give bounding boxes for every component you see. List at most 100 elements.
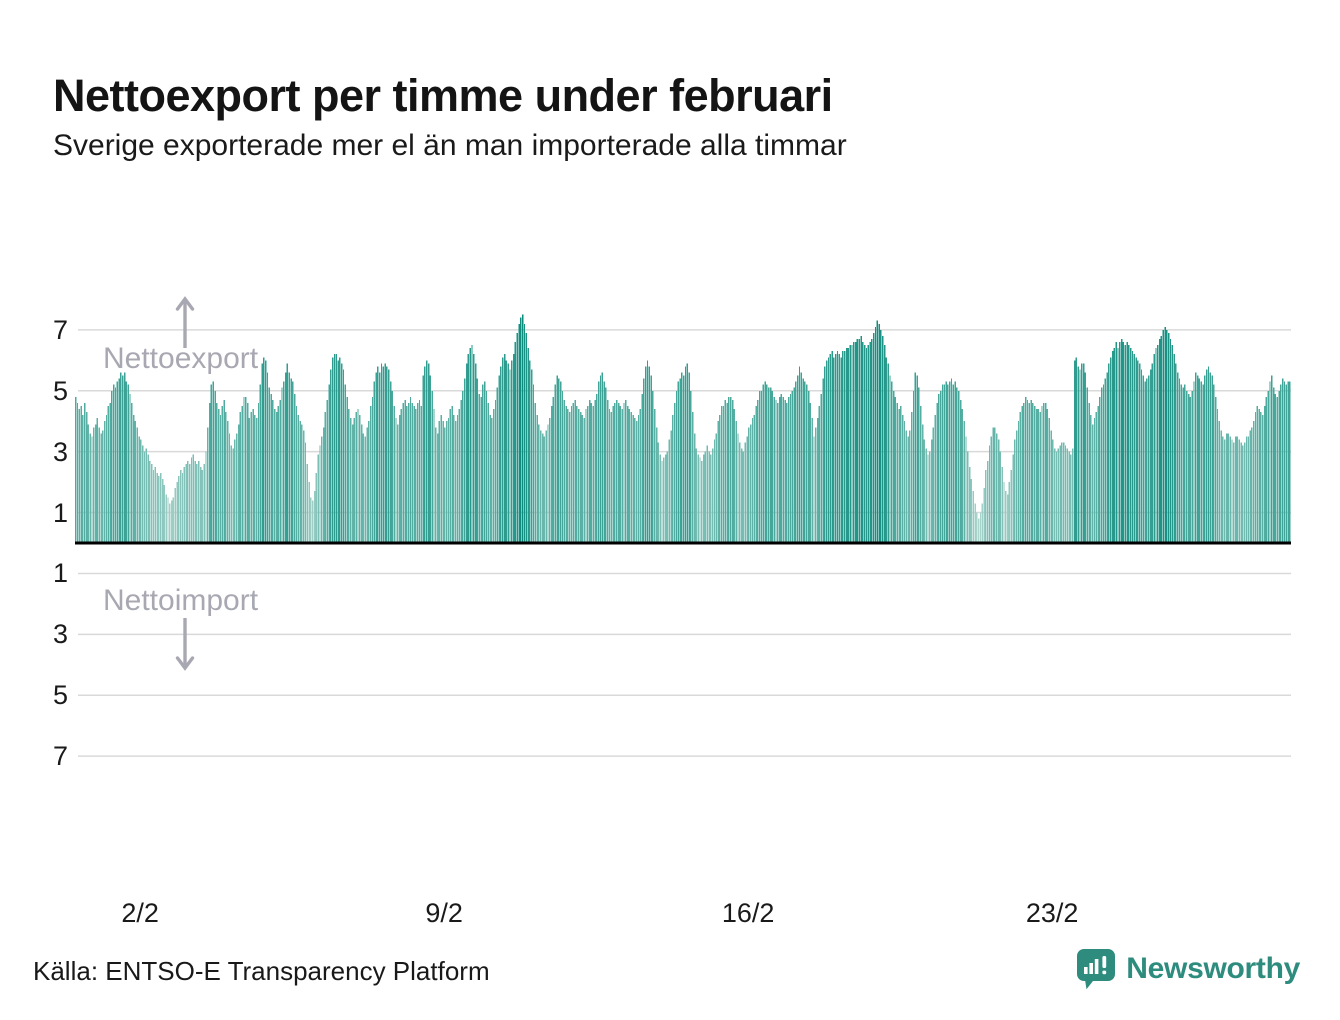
hour-bar [896, 402, 898, 543]
hour-bar [357, 409, 359, 543]
hour-bar [532, 384, 535, 543]
hour-bar [1139, 363, 1141, 543]
hour-bar [1249, 430, 1251, 543]
hour-bar [1205, 369, 1208, 543]
hour-bar [158, 476, 160, 543]
hour-bar [183, 466, 185, 544]
hour-bar [201, 469, 204, 543]
hour-bar [954, 381, 956, 543]
hour-bar [550, 405, 553, 543]
hour-bar [795, 381, 797, 543]
hour-bar [963, 421, 965, 543]
hour-bar [836, 351, 839, 543]
hour-bar [471, 345, 473, 543]
hour-bar [798, 366, 801, 543]
hour-bar [456, 415, 459, 543]
hour-bar [1090, 415, 1092, 543]
hour-bar [610, 412, 613, 543]
hour-bar [558, 378, 560, 543]
hour-bar [292, 381, 294, 543]
hour-bar [1073, 360, 1076, 543]
hour-bar [1213, 384, 1215, 543]
hour-bar [690, 390, 692, 543]
hour-bar [699, 457, 701, 543]
hour-bar [427, 363, 430, 543]
hour-bar [1263, 405, 1266, 543]
hour-bar [789, 393, 792, 543]
hour-bar [469, 348, 471, 543]
hour-bar [350, 418, 352, 543]
hour-bar [228, 433, 231, 543]
hour-bar [467, 354, 470, 543]
hour-bar [759, 390, 761, 543]
nettoimport-annotation: Nettoimport [103, 584, 259, 617]
hour-bar [880, 329, 882, 543]
hour-bar [299, 421, 301, 543]
hour-bar [1025, 396, 1027, 543]
hour-bar [194, 460, 196, 543]
hour-bar [970, 479, 973, 544]
hour-bar [310, 497, 312, 543]
hour-bar [1251, 427, 1253, 543]
hour-bar [221, 405, 223, 543]
hour-bar [961, 409, 964, 543]
hour-bar [225, 412, 227, 543]
hour-bar [170, 500, 173, 543]
hour-bar [1128, 345, 1130, 543]
hour-bar [96, 418, 99, 543]
hour-bar [1215, 396, 1217, 543]
newsworthy-logo: Newsworthy [1076, 948, 1300, 990]
hour-bar [541, 433, 544, 543]
hour-bar [693, 433, 696, 543]
hour-bar [719, 415, 721, 543]
hour-bar [686, 363, 689, 543]
hour-bar [996, 433, 998, 543]
hour-bar [237, 424, 240, 543]
hour-bar [531, 369, 533, 543]
hour-bar [120, 372, 122, 543]
hour-bar [1120, 338, 1123, 543]
down-arrow-head [175, 656, 195, 671]
hour-bar [787, 396, 790, 543]
hour-bar [675, 390, 678, 543]
hour-bar [474, 363, 477, 543]
hour-bar [800, 372, 803, 543]
hour-bar [1262, 415, 1264, 543]
hour-bar [596, 393, 598, 543]
hour-bar [1030, 399, 1032, 543]
hour-bar [1140, 369, 1143, 543]
hour-bar [688, 372, 690, 543]
hour-bar [939, 390, 942, 543]
hour-bar [277, 405, 280, 543]
hour-bar [78, 409, 81, 543]
hour-bar [1260, 412, 1262, 543]
hour-bar [181, 472, 184, 543]
hour-bar [326, 399, 328, 543]
hour-bar [113, 384, 115, 543]
hour-bar [860, 335, 862, 543]
hour-bar [1113, 348, 1116, 543]
hour-bar [483, 381, 486, 543]
hour-bar [646, 360, 649, 543]
hour-bar [887, 363, 889, 543]
hour-bar [802, 378, 804, 543]
hour-bar [543, 436, 546, 544]
hour-bar [293, 393, 296, 543]
hour-bar [525, 332, 527, 543]
newsworthy-wordmark: Newsworthy [1126, 952, 1300, 985]
hour-bar [1272, 387, 1275, 543]
hour-bar [1186, 390, 1188, 543]
hour-bar [844, 351, 846, 543]
hour-bar [1271, 375, 1273, 543]
hour-bar [321, 436, 323, 544]
hour-bar [485, 390, 488, 543]
hour-bar [871, 338, 873, 543]
hour-bar [659, 454, 661, 543]
hour-bar [706, 445, 708, 543]
hour-bar [1052, 439, 1054, 543]
hour-bar [941, 384, 944, 543]
hour-bar [402, 402, 404, 543]
plot-area [75, 296, 1291, 757]
hour-bar [813, 436, 815, 544]
